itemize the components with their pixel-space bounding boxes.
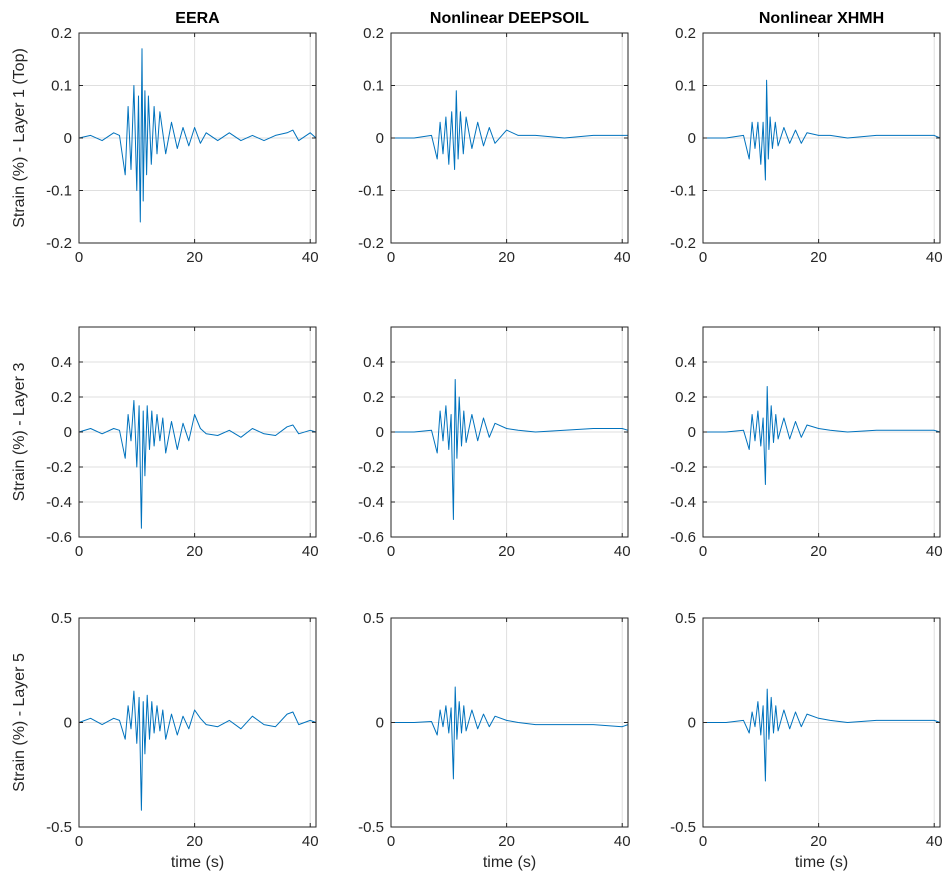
x-tick-label: 20 xyxy=(498,543,515,560)
x-tick-label: 40 xyxy=(302,543,319,560)
y-tick-label: -0.4 xyxy=(358,494,384,511)
y-tick-label: -0.6 xyxy=(670,529,696,546)
y-tick-label: 0 xyxy=(376,715,384,732)
x-tick-label: 0 xyxy=(387,833,395,850)
y-tick-label: -0.5 xyxy=(670,819,696,836)
y-tick-label: 0.4 xyxy=(363,354,384,371)
series-line xyxy=(703,688,941,782)
x-tick-label: 20 xyxy=(810,833,827,850)
x-tick-label: 0 xyxy=(699,833,707,850)
subplot-3: 0 20 40 -0.2 -0.1 0 0.1 0.2 Nonlinear XHMH xyxy=(670,10,942,266)
x-tick-label: 20 xyxy=(810,249,827,266)
x-axis-label: time (s) xyxy=(171,854,224,871)
x-tick-label: 0 xyxy=(387,543,395,560)
y-tick-label: 0 xyxy=(376,130,384,147)
x-tick-label: 40 xyxy=(614,543,631,560)
x-axis-label: time (s) xyxy=(483,854,536,871)
y-tick-label: -0.5 xyxy=(358,819,384,836)
series-line xyxy=(703,79,941,181)
y-tick-label: -0.6 xyxy=(358,529,384,546)
y-tick-label: -0.2 xyxy=(46,459,72,476)
y-tick-label: 0.2 xyxy=(675,25,696,42)
y-tick-label: 0 xyxy=(688,424,696,441)
subplot-1: 0 20 40 -0.2 -0.1 0 0.1 0.2 EERA Strain (%) - Lay… xyxy=(11,10,319,266)
y-tick-label: 0.1 xyxy=(675,78,696,95)
series-line xyxy=(391,686,629,780)
x-tick-label: 0 xyxy=(699,249,707,266)
y-tick-label: -0.2 xyxy=(358,459,384,476)
y-tick-label: 0.4 xyxy=(51,354,72,371)
series-line xyxy=(391,379,629,520)
subplot-title: EERA xyxy=(175,10,220,27)
y-tick-label: 0.5 xyxy=(675,610,696,627)
series-line xyxy=(78,690,317,811)
x-tick-label: 40 xyxy=(926,249,943,266)
y-tick-label: -0.2 xyxy=(46,235,72,252)
y-tick-label: -0.2 xyxy=(358,235,384,252)
y-tick-label: 0 xyxy=(688,130,696,147)
y-tick-label: -0.1 xyxy=(670,183,696,200)
y-axis-label: Strain (%) - Layer 5 xyxy=(11,653,28,792)
subplot-5: 0 20 40 -0.6 -0.4 -0.2 0 0.2 0.4 xyxy=(358,326,631,560)
y-tick-label: 0 xyxy=(64,424,72,441)
series-line xyxy=(78,48,317,223)
x-tick-label: 40 xyxy=(614,249,631,266)
x-tick-label: 0 xyxy=(75,833,83,850)
x-tick-label: 20 xyxy=(186,249,203,266)
y-tick-label: 0.1 xyxy=(363,78,384,95)
y-tick-label: -0.2 xyxy=(670,235,696,252)
y-tick-label: -0.5 xyxy=(46,819,72,836)
subplot-2: 0 20 40 -0.2 -0.1 0 0.1 0.2 Nonlinear DEEPSOIL xyxy=(358,10,630,266)
x-tick-label: 40 xyxy=(302,249,319,266)
y-tick-label: 0 xyxy=(376,424,384,441)
y-tick-label: -0.4 xyxy=(46,494,72,511)
y-tick-label: 0.1 xyxy=(51,78,72,95)
y-tick-label: 0.5 xyxy=(51,610,72,627)
y-axis-label: Strain (%) - Layer 1 (Top) xyxy=(11,48,28,228)
y-tick-label: 0.2 xyxy=(675,389,696,406)
x-tick-label: 20 xyxy=(498,833,515,850)
series-line xyxy=(78,400,317,529)
y-tick-label: 0 xyxy=(688,715,696,732)
y-tick-label: -0.2 xyxy=(670,459,696,476)
x-tick-label: 0 xyxy=(699,543,707,560)
x-axis-label: time (s) xyxy=(795,854,848,871)
y-tick-label: 0 xyxy=(64,715,72,732)
y-tick-label: 0.5 xyxy=(363,610,384,627)
x-tick-label: 20 xyxy=(810,543,827,560)
subplot-title: Nonlinear XHMH xyxy=(759,10,884,27)
x-tick-label: 40 xyxy=(926,543,943,560)
y-tick-label: 0 xyxy=(64,130,72,147)
x-tick-label: 40 xyxy=(614,833,631,850)
y-axis-label: Strain (%) - Layer 3 xyxy=(11,363,28,502)
x-tick-label: 40 xyxy=(302,833,319,850)
x-tick-label: 20 xyxy=(186,543,203,560)
x-tick-label: 20 xyxy=(186,833,203,850)
y-tick-label: 0.2 xyxy=(363,25,384,42)
series-line xyxy=(391,90,628,170)
subplot-4: 0 20 40 -0.6 -0.4 -0.2 0 0.2 0.4 Strain (%) - Lay… xyxy=(11,326,319,560)
y-tick-label: -0.6 xyxy=(46,529,72,546)
x-tick-label: 40 xyxy=(926,833,943,850)
y-tick-label: -0.1 xyxy=(46,183,72,200)
y-tick-label: -0.4 xyxy=(670,494,696,511)
x-tick-label: 20 xyxy=(498,249,515,266)
y-tick-label: 0.2 xyxy=(51,389,72,406)
series-line xyxy=(703,386,941,485)
x-tick-label: 0 xyxy=(387,249,395,266)
subplot-6: 0 20 40 -0.6 -0.4 -0.2 0 0.2 0.4 xyxy=(670,326,943,560)
x-tick-label: 0 xyxy=(75,249,83,266)
y-tick-label: 0.2 xyxy=(363,389,384,406)
subplot-title: Nonlinear DEEPSOIL xyxy=(430,10,589,27)
y-tick-label: 0.2 xyxy=(51,25,72,42)
y-tick-label: 0.4 xyxy=(675,354,696,371)
y-tick-label: -0.1 xyxy=(358,183,384,200)
x-tick-label: 0 xyxy=(75,543,83,560)
